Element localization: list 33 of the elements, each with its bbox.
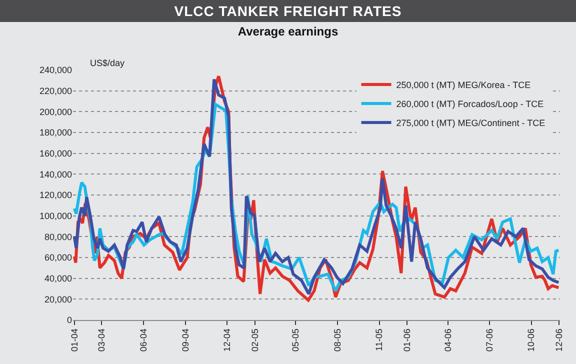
y-tick-label: 20,000 xyxy=(44,294,72,304)
x-tick-label: 07-06 xyxy=(484,328,494,352)
chart-subtitle: Average earnings xyxy=(238,24,338,39)
y-tick-label: 120,000 xyxy=(39,190,72,200)
x-tick-label: 09-04 xyxy=(180,328,190,352)
chart-title: VLCC TANKER FREIGHT RATES xyxy=(0,0,576,22)
x-tick-label: 11-05 xyxy=(374,328,384,351)
y-tick-label: 180,000 xyxy=(39,128,72,138)
y-axis-title: US$/day xyxy=(90,58,126,68)
x-tick-label: 08-05 xyxy=(332,328,342,352)
x-tick-label: 10-06 xyxy=(526,328,536,352)
x-tick-label: 12-06 xyxy=(554,328,564,352)
x-tick-label: 04-06 xyxy=(442,328,453,352)
y-tick-label: 100,000 xyxy=(39,210,72,221)
y-tick-label: 220,000 xyxy=(39,86,72,96)
y-tick-label: 0 xyxy=(66,315,72,326)
y-tick-label: 160,000 xyxy=(39,148,72,158)
y-tick-label: 80,000 xyxy=(44,232,72,242)
y-tick-label: 40,000 xyxy=(44,273,72,284)
legend-label: 250,000 t (MT) MEG/Korea - TCE xyxy=(396,80,531,90)
x-tick-label: 03-04 xyxy=(96,328,107,352)
x-tick-label: 01-04 xyxy=(69,328,80,352)
x-tick-label: 06-04 xyxy=(138,328,148,352)
y-tick-label: 200,000 xyxy=(39,106,72,117)
x-tick-label: 02-05 xyxy=(250,328,260,352)
x-tick-label: 05-05 xyxy=(290,328,300,352)
y-tick-label: 240,000 xyxy=(39,65,72,76)
x-tick-label: 01-06 xyxy=(402,328,412,352)
y-tick-label: 140,000 xyxy=(39,169,72,180)
legend-label: 275,000 t (MT) MEG/Continent - TCE xyxy=(396,118,546,128)
x-tick-label: 12-04 xyxy=(222,328,232,352)
y-tick-label: 60,000 xyxy=(44,252,72,263)
legend-label: 260,000 t (MT) Forcados/Loop - TCE xyxy=(396,99,544,110)
